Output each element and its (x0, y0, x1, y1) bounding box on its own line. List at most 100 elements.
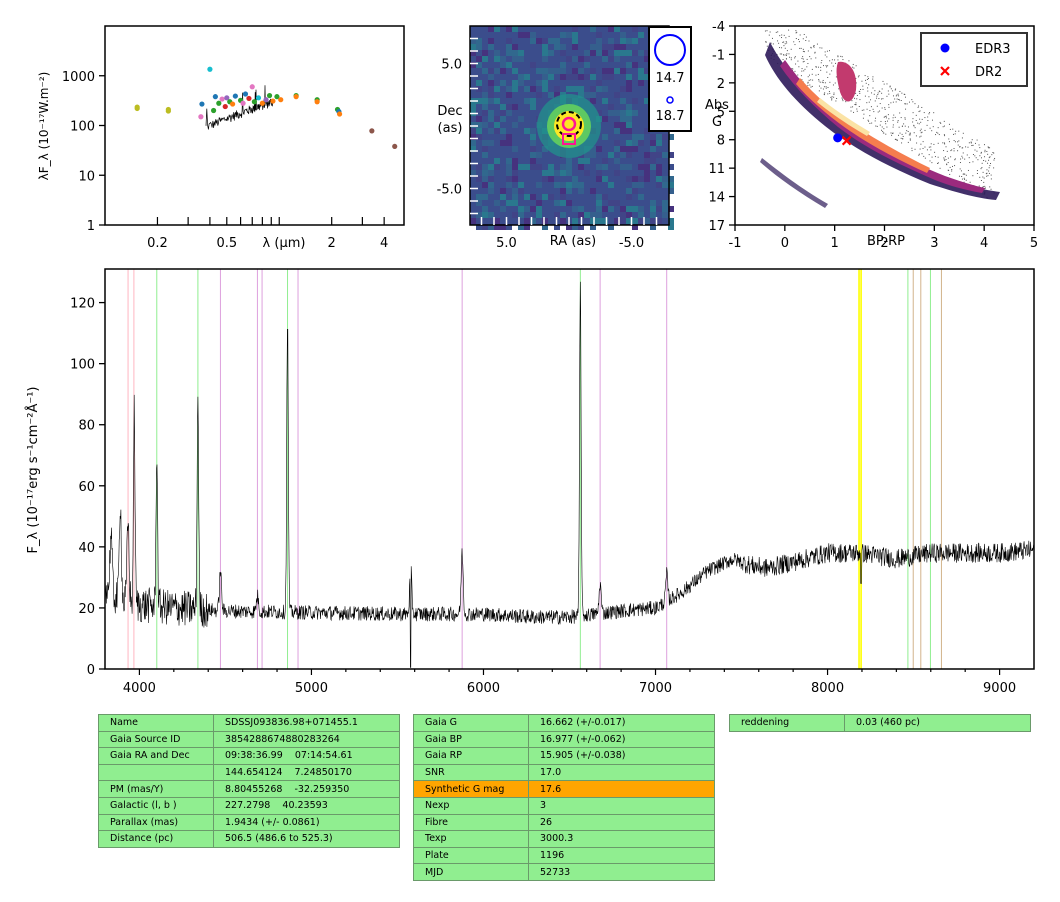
noise-pixel (488, 182, 494, 188)
noise-pixel (506, 62, 512, 68)
cmd-star (909, 138, 911, 140)
noise-pixel (620, 206, 626, 212)
cmd-star (795, 63, 797, 65)
cmd-star (982, 186, 984, 188)
cmd-star (805, 39, 807, 41)
noise-pixel (524, 74, 530, 80)
cmd-star (793, 41, 795, 43)
noise-pixel (626, 206, 632, 212)
cmd-star (881, 92, 883, 94)
noise-pixel (590, 98, 596, 104)
cmd-density (760, 42, 1000, 208)
noise-pixel (650, 152, 656, 158)
noise-pixel (638, 176, 644, 182)
noise-pixel (560, 164, 566, 170)
noise-pixel (608, 206, 614, 212)
cmd-star (876, 95, 878, 97)
spectrum-frame (104, 268, 1035, 670)
cmd-star (872, 76, 874, 78)
cmd-star (884, 107, 886, 109)
cmd-star (963, 177, 965, 179)
cmd-star (993, 152, 995, 154)
cmd-star (896, 94, 898, 96)
noise-pixel (614, 200, 620, 206)
cmd-star (887, 90, 889, 92)
cmd-star (892, 117, 894, 119)
cmd-star (797, 74, 799, 76)
cmd-star (796, 31, 798, 33)
cmd-star (944, 143, 946, 145)
noise-pixel (470, 62, 476, 68)
noise-pixel (530, 140, 536, 146)
noise-pixel (662, 140, 668, 146)
noise-pixel (512, 68, 518, 74)
noise-pixel (596, 44, 602, 50)
cmd-star (960, 158, 962, 160)
cmd-star (814, 51, 816, 53)
cmd-star (818, 80, 820, 82)
cmd-star (855, 82, 857, 84)
cmd-star (874, 120, 876, 122)
cmd-star (783, 45, 785, 47)
noise-pixel (596, 92, 602, 98)
cmd-star (961, 176, 963, 178)
noise-pixel (560, 38, 566, 44)
noise-pixel (518, 32, 524, 38)
cmd-star (990, 162, 992, 164)
noise-pixel (626, 128, 632, 134)
noise-pixel (596, 32, 602, 38)
cmd-star (981, 167, 983, 169)
noise-pixel (614, 146, 620, 152)
noise-pixel (614, 218, 620, 224)
noise-pixel (488, 224, 494, 230)
noise-pixel (494, 164, 500, 170)
info-row: Gaia RA and Dec 09:38:36.99 07:14:54.61 (98, 747, 400, 765)
cmd-star (866, 78, 868, 80)
cmd-star (974, 149, 976, 151)
noise-pixel (638, 68, 644, 74)
cmd-star (904, 93, 906, 95)
cmd-star (882, 130, 884, 132)
cmd-star (967, 146, 969, 148)
cmd-star (943, 142, 945, 144)
noise-pixel (614, 158, 620, 164)
cmd-star (810, 58, 812, 60)
cmd-star (822, 88, 824, 90)
cmd-star (977, 159, 979, 161)
noise-pixel (524, 128, 530, 134)
info-key (98, 763, 214, 782)
cmd-star (811, 68, 813, 70)
cmd-star (781, 34, 783, 36)
noise-pixel (512, 200, 518, 206)
cmd-star (899, 112, 901, 114)
spectrum-xtick-label: 7000 (639, 681, 672, 696)
noise-pixel (476, 206, 482, 212)
cmd-star (987, 175, 989, 177)
cmd-star (989, 147, 991, 149)
noise-pixel (488, 44, 494, 50)
noise-pixel (542, 50, 548, 56)
cmd-star (937, 163, 939, 165)
cmd-star (959, 146, 961, 148)
noise-pixel (584, 62, 590, 68)
cmd-star (784, 47, 786, 49)
sed-panel: 1 10 100 1000 0.2 0.5 2 4 λ (μm) λF_λ (10⁻¹⁷W.m… (37, 25, 405, 251)
noise-pixel (560, 50, 566, 56)
cmd-star (945, 146, 947, 148)
noise-pixel (656, 152, 662, 158)
noise-pixel (608, 26, 614, 32)
noise-pixel (632, 224, 638, 230)
noise-pixel (482, 26, 488, 32)
noise-pixel (494, 128, 500, 134)
cmd-star (987, 146, 989, 148)
noise-pixel (500, 80, 506, 86)
noise-pixel (530, 74, 536, 80)
cmd-star (986, 150, 988, 152)
cmd-star (918, 154, 920, 156)
noise-pixel (668, 182, 674, 188)
info-row: MJD 52733 (413, 863, 715, 881)
noise-pixel (566, 32, 572, 38)
cmd-star (867, 119, 869, 121)
noise-pixel (596, 212, 602, 218)
noise-pixel (656, 170, 662, 176)
